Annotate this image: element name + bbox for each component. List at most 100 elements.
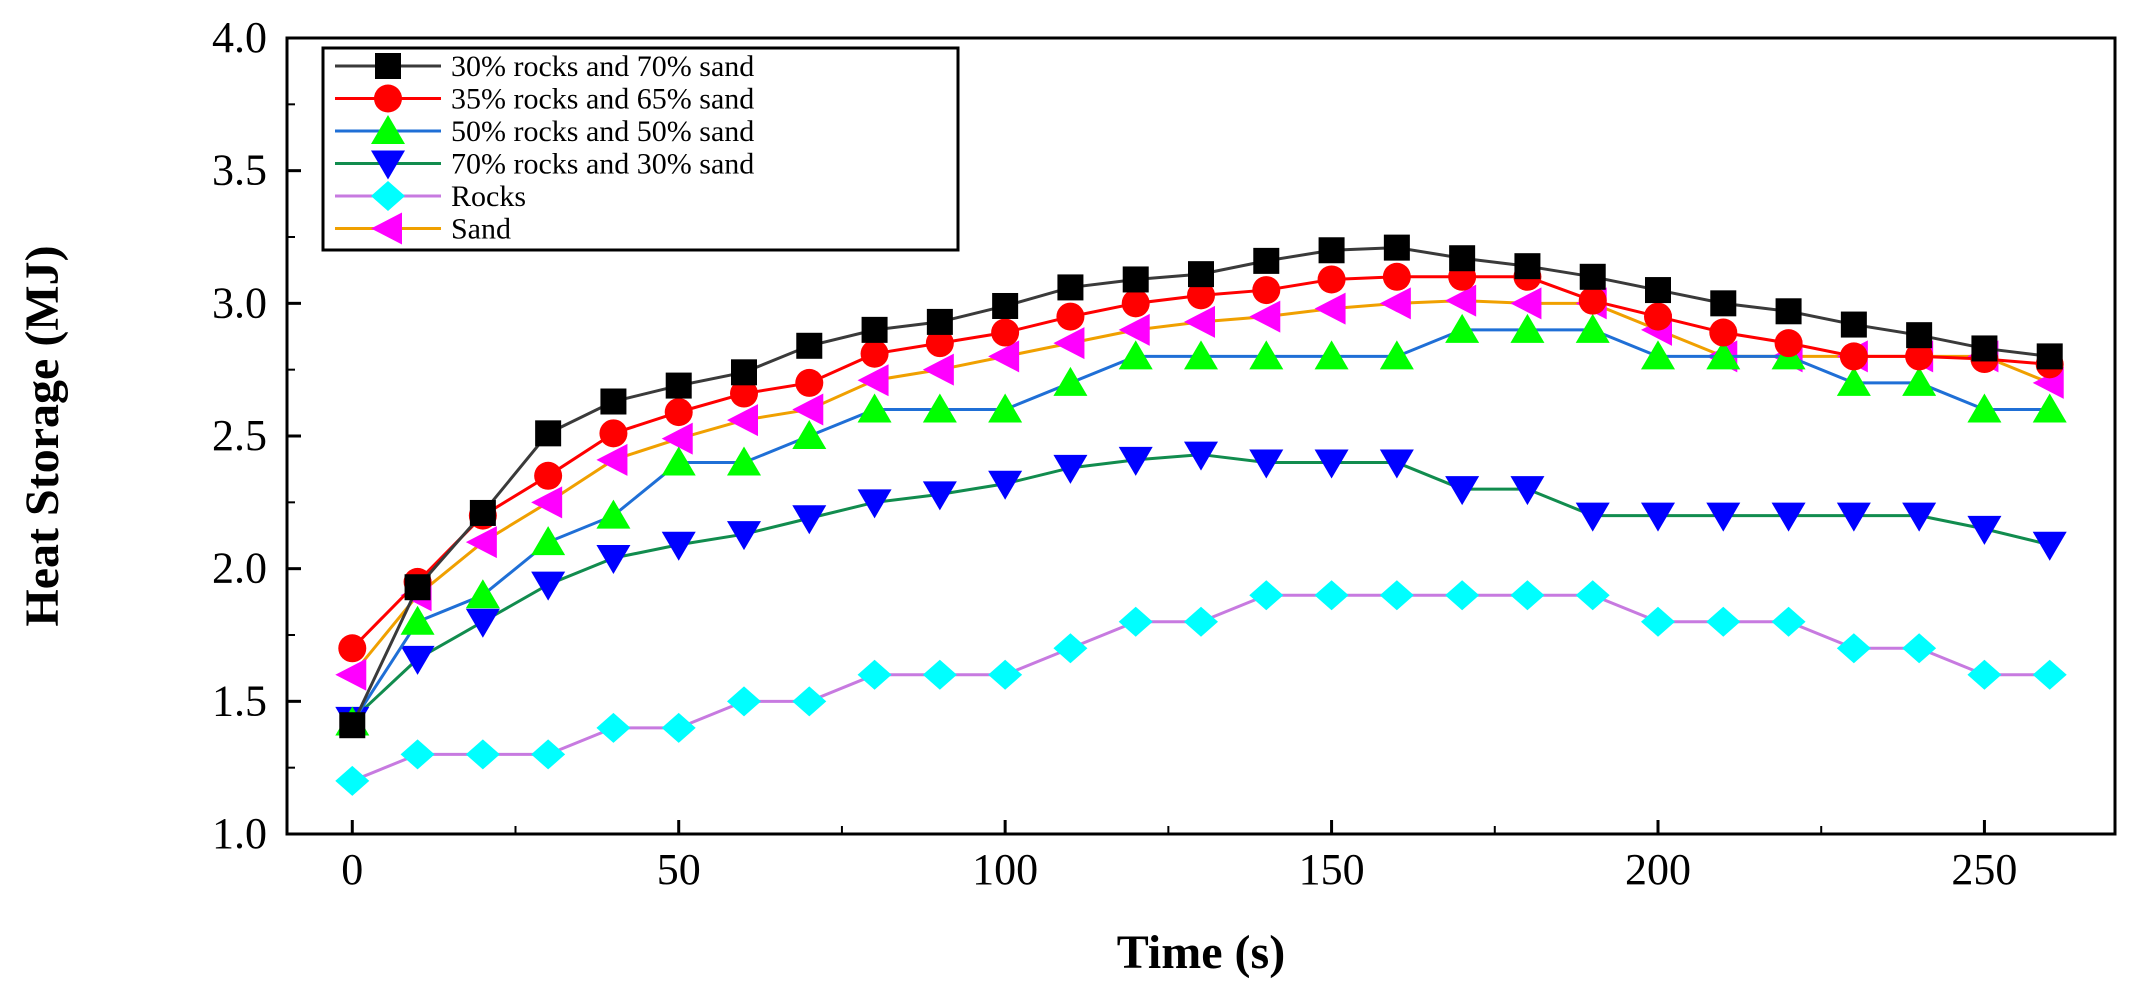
data-point bbox=[1314, 340, 1349, 370]
data-point bbox=[2036, 343, 2063, 370]
data-point bbox=[1057, 274, 1084, 301]
data-point bbox=[988, 659, 1023, 690]
data-point bbox=[857, 364, 889, 397]
series-line bbox=[351, 453, 2051, 722]
data-point bbox=[926, 308, 953, 335]
data-point bbox=[1905, 342, 1934, 371]
data-point bbox=[465, 608, 500, 638]
data-point bbox=[400, 645, 435, 675]
data-point bbox=[1184, 441, 1218, 471]
data-point bbox=[599, 419, 628, 448]
x-tick-label: 200 bbox=[1625, 845, 1691, 894]
data-point bbox=[400, 605, 435, 635]
data-point bbox=[1053, 366, 1088, 396]
data-point bbox=[1836, 502, 1871, 532]
data-point bbox=[661, 712, 696, 743]
data-point bbox=[1710, 290, 1737, 317]
data-point bbox=[1121, 289, 1150, 318]
data-point bbox=[2032, 393, 2067, 423]
data-point bbox=[1314, 292, 1346, 325]
data-point bbox=[596, 443, 628, 476]
data-point bbox=[922, 659, 957, 690]
data-point bbox=[988, 393, 1023, 423]
data-point bbox=[1249, 580, 1284, 611]
x-tick-label: 100 bbox=[972, 845, 1038, 894]
legend-item: 70% rocks and 30% sand bbox=[335, 148, 754, 181]
data-point bbox=[1379, 449, 1414, 479]
data-point bbox=[1118, 606, 1153, 637]
data-point bbox=[1706, 502, 1741, 532]
data-point bbox=[531, 526, 566, 556]
data-point bbox=[531, 486, 563, 519]
data-point bbox=[1510, 313, 1545, 343]
legend-label: 30% rocks and 70% sand bbox=[451, 50, 754, 83]
legend-marker bbox=[375, 53, 401, 79]
data-point bbox=[1906, 322, 1933, 349]
data-point bbox=[796, 332, 823, 359]
data-point bbox=[730, 379, 758, 408]
data-point bbox=[1382, 262, 1411, 291]
data-point bbox=[600, 388, 627, 415]
data-point bbox=[922, 353, 954, 386]
data-point bbox=[991, 318, 1020, 347]
data-point bbox=[792, 420, 827, 449]
data-point bbox=[1118, 313, 1150, 346]
legend-label: 35% rocks and 65% sand bbox=[451, 83, 754, 116]
data-point bbox=[1122, 266, 1149, 293]
data-point bbox=[665, 372, 692, 399]
data-point bbox=[1445, 580, 1480, 611]
data-point bbox=[792, 686, 827, 717]
legend-box bbox=[321, 46, 960, 252]
data-point bbox=[531, 571, 566, 601]
data-point bbox=[1379, 340, 1414, 370]
data-point bbox=[1967, 659, 2002, 690]
data-point bbox=[1445, 476, 1480, 506]
data-point bbox=[1578, 286, 1607, 315]
data-point bbox=[596, 712, 631, 743]
data-point bbox=[1445, 284, 1477, 317]
data-point bbox=[861, 316, 888, 343]
data-point bbox=[1449, 245, 1476, 272]
series-3 bbox=[335, 441, 2067, 736]
data-point bbox=[1510, 287, 1542, 320]
data-point bbox=[1053, 454, 1088, 484]
y-tick-label: 2.5 bbox=[212, 411, 267, 460]
data-point bbox=[727, 404, 758, 437]
data-point bbox=[1709, 318, 1738, 347]
legend-label: Rocks bbox=[451, 180, 526, 213]
data-point bbox=[1579, 263, 1606, 290]
data-point bbox=[1706, 340, 1741, 370]
data-point bbox=[1971, 335, 1998, 362]
data-point bbox=[1053, 633, 1088, 664]
data-point bbox=[922, 481, 957, 511]
data-point bbox=[400, 739, 435, 770]
data-point bbox=[469, 499, 496, 526]
data-point bbox=[1575, 502, 1610, 532]
data-point bbox=[2032, 531, 2067, 561]
data-point bbox=[1836, 366, 1871, 396]
series-layer bbox=[335, 234, 2067, 796]
y-tick-label: 3.5 bbox=[212, 146, 267, 195]
legend-label: 50% rocks and 50% sand bbox=[451, 115, 754, 148]
data-point bbox=[922, 393, 957, 423]
data-point bbox=[1379, 287, 1411, 320]
data-point bbox=[1902, 633, 1937, 664]
data-point bbox=[727, 446, 761, 476]
data-point bbox=[1641, 606, 1675, 637]
data-point bbox=[535, 420, 562, 447]
series-4 bbox=[335, 580, 2067, 796]
data-point bbox=[1575, 313, 1610, 343]
legend-label: 70% rocks and 30% sand bbox=[451, 148, 754, 181]
data-point bbox=[988, 340, 1020, 373]
data-point bbox=[1771, 606, 1806, 637]
data-point bbox=[1775, 298, 1802, 325]
data-point bbox=[1645, 277, 1671, 304]
legend-marker bbox=[371, 150, 405, 180]
data-point bbox=[2032, 659, 2067, 690]
data-point bbox=[1188, 261, 1214, 288]
data-point bbox=[661, 422, 693, 455]
data-point bbox=[1641, 340, 1675, 370]
data-point bbox=[1184, 606, 1218, 637]
legend-marker bbox=[371, 212, 402, 245]
